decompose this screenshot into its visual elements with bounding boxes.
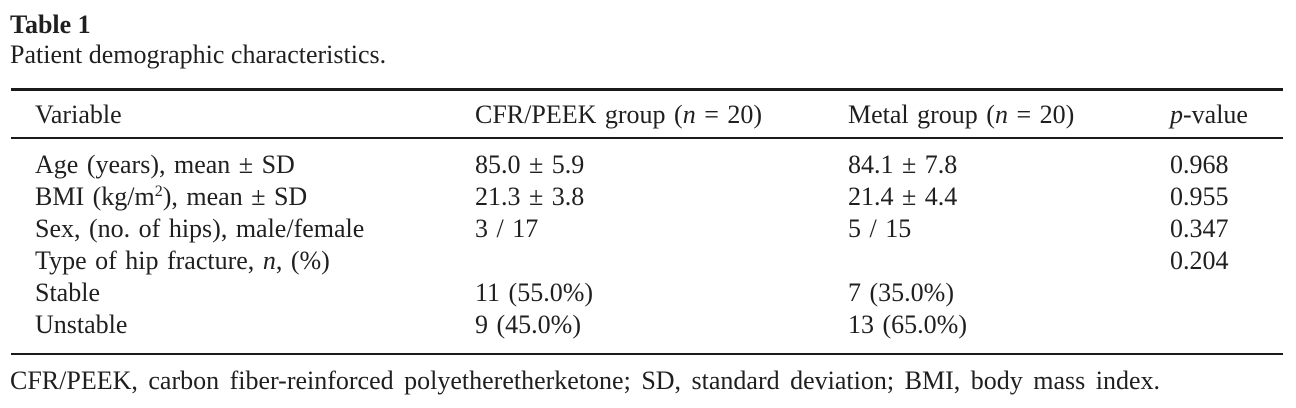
- col-header-cfrpeek-group: CFR/PEEK group (n = 20): [475, 89, 848, 139]
- table-row: Unstable 9 (45.0%) 13 (65.0%): [11, 309, 1283, 354]
- table-caption: Patient demographic characteristics.: [10, 40, 387, 69]
- cell-cfrpeek-value: 3 / 17: [475, 214, 539, 243]
- table-title: Table 1: [10, 10, 91, 39]
- cell-cfrpeek-value: 9 (45.0%): [475, 310, 581, 339]
- cell-p-value: [1170, 309, 1283, 354]
- cell-variable: BMI (kg/m2), mean ± SD: [35, 182, 308, 211]
- cell-metal-value: 84.1 ± 7.8: [848, 150, 958, 179]
- table-row: Type of hip fracture, n, (%) 0.204: [11, 245, 1283, 277]
- cell-variable: Age (years), mean ± SD: [35, 150, 295, 179]
- cell-variable: Sex, (no. of hips), male/female: [35, 214, 365, 243]
- col-header-variable: Variable: [11, 89, 475, 139]
- table-row: BMI (kg/m2), mean ± SD 21.3 ± 3.8 21.4 ±…: [11, 181, 1283, 213]
- col-header-metal-group: Metal group (n = 20): [848, 89, 1170, 139]
- cell-metal-value: 21.4 ± 4.4: [848, 182, 958, 211]
- col-header-p-value: p-value: [1170, 89, 1283, 139]
- cell-metal-value: 13 (65.0%): [848, 310, 967, 339]
- table-footnote: CFR/PEEK, carbon fiber-reinforced polyet…: [10, 366, 1160, 395]
- table-row: Stable 11 (55.0%) 7 (35.0%): [11, 277, 1283, 309]
- cell-p-value: 0.968: [1170, 150, 1229, 179]
- cell-p-value: [1170, 277, 1283, 309]
- cell-cfrpeek-value: [475, 245, 848, 277]
- cell-variable: Unstable: [35, 310, 128, 339]
- cell-p-value: 0.204: [1170, 246, 1229, 275]
- cell-variable: Type of hip fracture, n, (%): [35, 246, 330, 275]
- cell-cfrpeek-value: 21.3 ± 3.8: [475, 182, 585, 211]
- patient-demographics-table: Variable CFR/PEEK group (n = 20) Metal g…: [11, 88, 1283, 355]
- table-header: Variable CFR/PEEK group (n = 20) Metal g…: [11, 89, 1283, 139]
- cell-variable: Stable: [35, 278, 100, 307]
- cell-metal-value: [848, 245, 1170, 277]
- table-caption-block: Table 1 Patient demographic characterist…: [10, 10, 386, 70]
- cell-metal-value: 5 / 15: [848, 214, 912, 243]
- cell-cfrpeek-value: 11 (55.0%): [475, 278, 594, 307]
- header-row: Variable CFR/PEEK group (n = 20) Metal g…: [11, 89, 1283, 139]
- table-row: Age (years), mean ± SD 85.0 ± 5.9 84.1 ±…: [11, 138, 1283, 181]
- cell-p-value: 0.347: [1170, 214, 1229, 243]
- cell-cfrpeek-value: 85.0 ± 5.9: [475, 150, 585, 179]
- cell-p-value: 0.955: [1170, 182, 1229, 211]
- cell-metal-value: 7 (35.0%): [848, 278, 954, 307]
- table-row: Sex, (no. of hips), male/female 3 / 17 5…: [11, 213, 1283, 245]
- table-body: Age (years), mean ± SD 85.0 ± 5.9 84.1 ±…: [11, 138, 1283, 354]
